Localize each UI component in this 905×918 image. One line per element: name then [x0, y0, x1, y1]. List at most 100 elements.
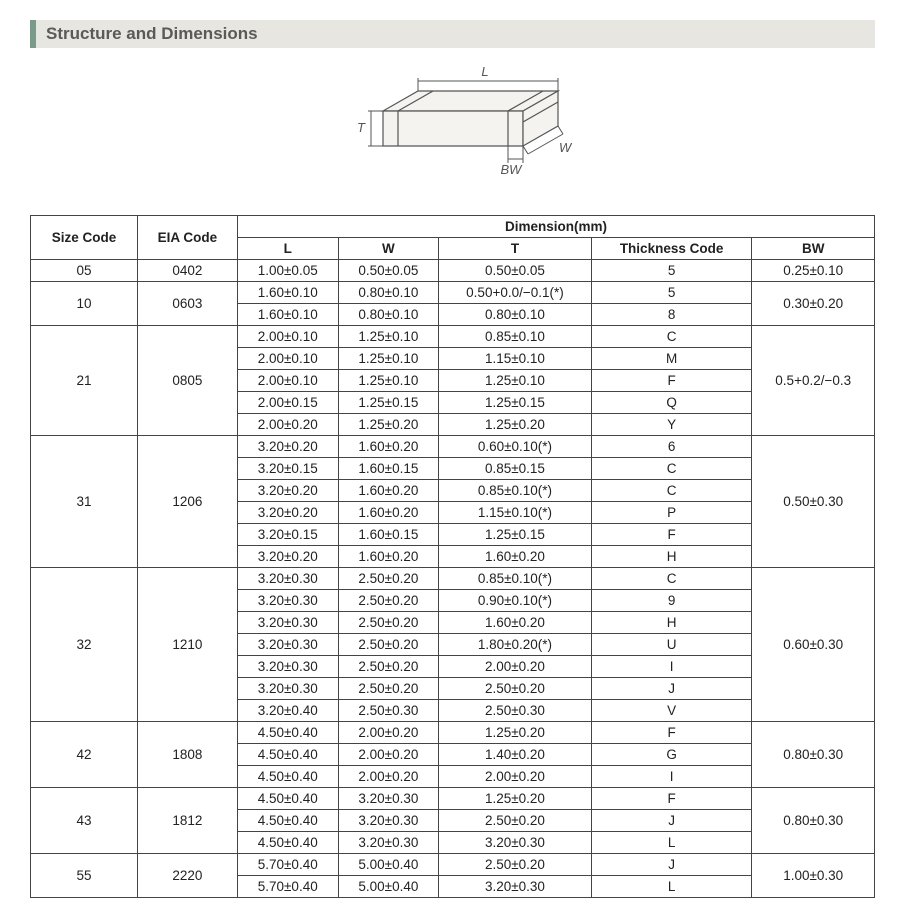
cell-t: 1.25±0.15 — [439, 524, 592, 546]
cell-tc: 8 — [591, 304, 752, 326]
cell-tc: C — [591, 458, 752, 480]
cell-l: 1.00±0.05 — [237, 260, 338, 282]
th-size-code: Size Code — [31, 216, 138, 260]
cell-t: 0.90±0.10(*) — [439, 590, 592, 612]
cell-w: 1.25±0.15 — [338, 392, 439, 414]
cell-t: 2.50±0.20 — [439, 854, 592, 876]
cell-l: 1.60±0.10 — [237, 304, 338, 326]
th-thickness-code: Thickness Code — [591, 238, 752, 260]
cell-tc: I — [591, 656, 752, 678]
cell-l: 4.50±0.40 — [237, 766, 338, 788]
diagram-label-l: L — [481, 64, 488, 79]
cell-t: 0.85±0.10(*) — [439, 480, 592, 502]
cell-size-code: 21 — [31, 326, 138, 436]
diagram-label-t: T — [357, 120, 366, 135]
cell-w: 1.60±0.15 — [338, 458, 439, 480]
cell-tc: 5 — [591, 260, 752, 282]
cell-l: 3.20±0.40 — [237, 700, 338, 722]
component-diagram: L T W BW — [30, 56, 875, 201]
cell-eia-code: 0402 — [137, 260, 237, 282]
cell-tc: C — [591, 480, 752, 502]
cell-t: 1.80±0.20(*) — [439, 634, 592, 656]
table-row: 2108052.00±0.101.25±0.100.85±0.10C0.5+0.… — [31, 326, 875, 348]
cell-tc: F — [591, 788, 752, 810]
cell-eia-code: 2220 — [137, 854, 237, 898]
cell-bw: 0.30±0.20 — [752, 282, 875, 326]
cell-l: 4.50±0.40 — [237, 788, 338, 810]
chip-diagram-svg: L T W BW — [323, 56, 583, 196]
th-bw: BW — [752, 238, 875, 260]
cell-size-code: 31 — [31, 436, 138, 568]
cell-l: 2.00±0.15 — [237, 392, 338, 414]
table-row: 5522205.70±0.405.00±0.402.50±0.20J1.00±0… — [31, 854, 875, 876]
diagram-label-w: W — [559, 140, 573, 155]
cell-size-code: 10 — [31, 282, 138, 326]
cell-tc: V — [591, 700, 752, 722]
section-title: Structure and Dimensions — [30, 20, 875, 48]
cell-tc: 9 — [591, 590, 752, 612]
cell-t: 2.50±0.20 — [439, 678, 592, 700]
cell-t: 0.85±0.15 — [439, 458, 592, 480]
cell-w: 2.50±0.20 — [338, 568, 439, 590]
cell-w: 1.60±0.20 — [338, 502, 439, 524]
cell-size-code: 32 — [31, 568, 138, 722]
cell-l: 3.20±0.30 — [237, 590, 338, 612]
cell-tc: 5 — [591, 282, 752, 304]
cell-tc: M — [591, 348, 752, 370]
cell-l: 5.70±0.40 — [237, 854, 338, 876]
cell-t: 1.60±0.20 — [439, 612, 592, 634]
cell-l: 3.20±0.20 — [237, 436, 338, 458]
cell-l: 4.50±0.40 — [237, 810, 338, 832]
cell-l: 2.00±0.10 — [237, 348, 338, 370]
th-dimension-group: Dimension(mm) — [237, 216, 874, 238]
th-w: W — [338, 238, 439, 260]
cell-w: 1.60±0.20 — [338, 436, 439, 458]
cell-tc: J — [591, 810, 752, 832]
cell-t: 3.20±0.30 — [439, 876, 592, 898]
cell-w: 2.50±0.30 — [338, 700, 439, 722]
cell-tc: J — [591, 854, 752, 876]
cell-size-code: 42 — [31, 722, 138, 788]
cell-w: 2.00±0.20 — [338, 744, 439, 766]
cell-t: 0.85±0.10 — [439, 326, 592, 348]
cell-w: 5.00±0.40 — [338, 876, 439, 898]
cell-eia-code: 1210 — [137, 568, 237, 722]
cell-w: 1.60±0.20 — [338, 546, 439, 568]
cell-l: 3.20±0.20 — [237, 546, 338, 568]
cell-bw: 0.50±0.30 — [752, 436, 875, 568]
cell-l: 4.50±0.40 — [237, 744, 338, 766]
cell-l: 2.00±0.20 — [237, 414, 338, 436]
table-row: 3112063.20±0.201.60±0.200.60±0.10(*)60.5… — [31, 436, 875, 458]
cell-tc: 6 — [591, 436, 752, 458]
cell-t: 3.20±0.30 — [439, 832, 592, 854]
cell-w: 1.25±0.20 — [338, 414, 439, 436]
cell-tc: Y — [591, 414, 752, 436]
cell-t: 2.00±0.20 — [439, 656, 592, 678]
cell-tc: G — [591, 744, 752, 766]
cell-tc: U — [591, 634, 752, 656]
diagram-label-bw: BW — [500, 162, 523, 177]
cell-t: 0.80±0.10 — [439, 304, 592, 326]
cell-t: 0.85±0.10(*) — [439, 568, 592, 590]
cell-w: 1.25±0.10 — [338, 370, 439, 392]
cell-l: 5.70±0.40 — [237, 876, 338, 898]
cell-t: 1.60±0.20 — [439, 546, 592, 568]
cell-t: 1.40±0.20 — [439, 744, 592, 766]
th-t: T — [439, 238, 592, 260]
cell-bw: 0.60±0.30 — [752, 568, 875, 722]
table-row: 1006031.60±0.100.80±0.100.50+0.0/−0.1(*)… — [31, 282, 875, 304]
cell-w: 2.50±0.20 — [338, 678, 439, 700]
cell-size-code: 05 — [31, 260, 138, 282]
cell-w: 0.80±0.10 — [338, 282, 439, 304]
cell-w: 0.50±0.05 — [338, 260, 439, 282]
cell-t: 0.60±0.10(*) — [439, 436, 592, 458]
cell-w: 2.50±0.20 — [338, 590, 439, 612]
cell-tc: I — [591, 766, 752, 788]
cell-l: 3.20±0.30 — [237, 612, 338, 634]
cell-tc: C — [591, 326, 752, 348]
cell-l: 3.20±0.30 — [237, 678, 338, 700]
cell-bw: 0.25±0.10 — [752, 260, 875, 282]
cell-w: 2.00±0.20 — [338, 766, 439, 788]
cell-l: 3.20±0.20 — [237, 502, 338, 524]
table-row: 0504021.00±0.050.50±0.050.50±0.0550.25±0… — [31, 260, 875, 282]
